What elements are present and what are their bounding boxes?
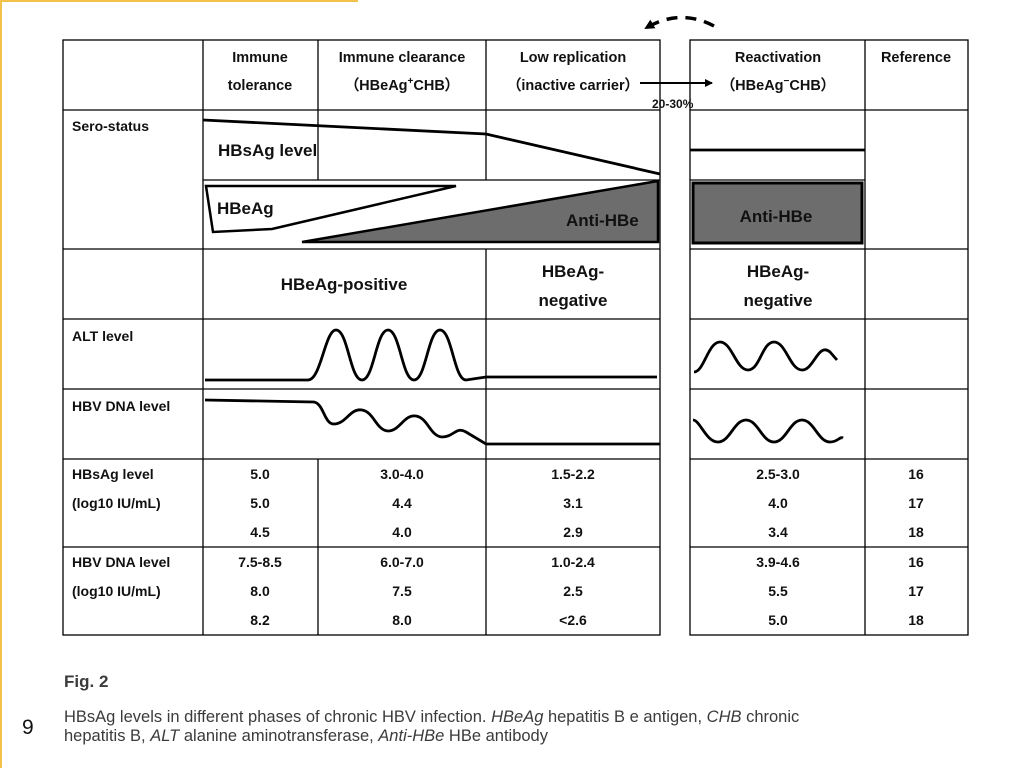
hbvdna-table-row: 8.0 7.5 2.5 5.5 17 xyxy=(250,583,924,599)
header-reactivation-1: Reactivation xyxy=(735,50,821,66)
hbvdna-table-cell: 8.0 xyxy=(250,583,270,599)
header-immune-clearance-1: Immune clearance xyxy=(339,50,466,66)
hbeag-negative-low-2: negative xyxy=(539,291,608,310)
hbsag-table-row: 5.0 4.4 3.1 4.0 17 xyxy=(250,495,924,511)
caption-text: alanine aminotransferase, xyxy=(179,727,379,745)
hbvdna-table-label-1: HBV DNA level xyxy=(72,554,170,570)
hbsag-level-line xyxy=(202,118,661,176)
hbv-dna-level-curve xyxy=(204,398,660,446)
hbvdna-table-cell: 7.5 xyxy=(392,583,412,599)
alt-level-curve-reactivation xyxy=(693,340,839,374)
hbsag-table-cell: 16 xyxy=(908,466,924,482)
hbvdna-table-cell: <2.6 xyxy=(559,612,587,628)
dashed-curved-arrow xyxy=(644,15,715,30)
hbsag-table-label-1: HBsAg level xyxy=(72,466,154,482)
hbsag-table-cell: 4.5 xyxy=(250,524,270,540)
hbsag-table-cell: 4.0 xyxy=(768,495,788,511)
table-grid-left xyxy=(62,39,661,636)
page-number: 9 xyxy=(22,716,34,739)
hbsag-table-row: 4.5 4.0 2.9 3.4 18 xyxy=(250,524,924,540)
hbv-dna-level-curve-reactivation xyxy=(692,418,844,444)
anti-hbe-label-left: Anti-HBe xyxy=(566,211,639,230)
transition-percent: 20-30% xyxy=(652,97,694,111)
hbeag-negative-low-1: HBeAg- xyxy=(542,262,604,281)
hbvdna-table-cell: 5.0 xyxy=(768,612,788,628)
caption-term: HBeAg xyxy=(491,708,544,726)
hbvdna-table-cell: 1.0-2.4 xyxy=(551,554,595,570)
header-low-replication-1: Low replication xyxy=(520,50,626,66)
hbvdna-table-cell: 6.0-7.0 xyxy=(380,554,424,570)
hbvdna-table-label-2: (log10 IU/mL) xyxy=(72,583,161,599)
hbeag-label: HBeAg xyxy=(217,199,274,218)
header-reference: Reference xyxy=(881,50,951,66)
hbsag-table-cell: 1.5-2.2 xyxy=(551,466,595,482)
header-immune-tolerance-2: tolerance xyxy=(228,78,292,94)
hbeag-positive-label: HBeAg-positive xyxy=(281,275,408,294)
anti-hbe-box-reactivation xyxy=(691,181,864,245)
caption-text: HBe antibody xyxy=(444,727,548,745)
hbsag-table-cell: 2.9 xyxy=(563,524,583,540)
hbsag-table-cell: 17 xyxy=(908,495,924,511)
hbsag-table-cell: 4.4 xyxy=(392,495,412,511)
caption-text: HBsAg levels in different phases of chro… xyxy=(64,708,492,726)
alt-level-curve xyxy=(205,328,657,382)
slide-accent-top-line xyxy=(0,0,358,2)
hbsag-table-cell: 5.0 xyxy=(250,495,270,511)
hbvdna-table-cell: 2.5 xyxy=(563,583,583,599)
figure-label: Fig. 2 xyxy=(64,672,109,691)
header-immune-tolerance-1: Immune xyxy=(232,50,288,66)
hbvdna-table-row: 8.2 8.0 <2.6 5.0 18 xyxy=(250,612,924,628)
hbeag-wedge xyxy=(204,184,457,234)
hbvdna-table-cell: 8.0 xyxy=(392,612,412,628)
anti-hbe-wedge xyxy=(301,179,660,244)
caption-text: chronic xyxy=(741,708,800,726)
caption-term: ALT xyxy=(150,727,180,745)
caption-term: Anti-HBe xyxy=(378,727,445,745)
hbsag-table-label-2: (log10 IU/mL) xyxy=(72,495,161,511)
header-low-replication-2: （inactive carrier） xyxy=(507,76,639,94)
caption-text: hepatitis B, xyxy=(64,727,151,745)
slide-accent-left-line xyxy=(0,0,2,768)
hbsag-table-cell: 18 xyxy=(908,524,924,540)
hbvdna-table-cell: 5.5 xyxy=(768,583,788,599)
row-label-sero-status: Sero-status xyxy=(72,118,149,134)
hbsag-table-cell: 5.0 xyxy=(250,466,270,482)
header-reactivation-2: （HBeAg−CHB） xyxy=(721,76,836,94)
hbvdna-table-cell: 8.2 xyxy=(250,612,270,628)
hbvdna-table-cell: 3.9-4.6 xyxy=(756,554,800,570)
header-immune-clearance-2: （HBeAg+CHB） xyxy=(345,76,460,94)
hbsag-level-label: HBsAg level xyxy=(218,141,317,160)
hbvdna-table-cell: 18 xyxy=(908,612,924,628)
hbsag-table-cell: 3.0-4.0 xyxy=(380,466,424,482)
row-label-alt-level: ALT level xyxy=(72,328,133,344)
caption-text: hepatitis B e antigen, xyxy=(543,708,707,726)
hbvdna-table-cell: 16 xyxy=(908,554,924,570)
row-label-hbv-dna-level: HBV DNA level xyxy=(72,398,170,414)
hbsag-table-cell: 2.5-3.0 xyxy=(756,466,800,482)
anti-hbe-label-right: Anti-HBe xyxy=(740,207,813,226)
hbsag-table-row: 5.0 3.0-4.0 1.5-2.2 2.5-3.0 16 xyxy=(250,466,924,482)
hbvdna-table-cell: 17 xyxy=(908,583,924,599)
caption-term: CHB xyxy=(706,708,742,726)
table-grid-right xyxy=(689,39,969,636)
hbvdna-table-cell: 7.5-8.5 xyxy=(238,554,282,570)
hbsag-table-cell: 3.1 xyxy=(563,495,583,511)
figure-caption: HBsAg levels in different phases of chro… xyxy=(64,708,964,746)
hbsag-table-cell: 3.4 xyxy=(768,524,788,540)
hbsag-table-cell: 4.0 xyxy=(392,524,412,540)
hbeag-negative-react-1: HBeAg- xyxy=(747,262,809,281)
hbvdna-table-row: 7.5-8.5 6.0-7.0 1.0-2.4 3.9-4.6 16 xyxy=(238,554,924,570)
hbeag-negative-react-2: negative xyxy=(744,291,813,310)
